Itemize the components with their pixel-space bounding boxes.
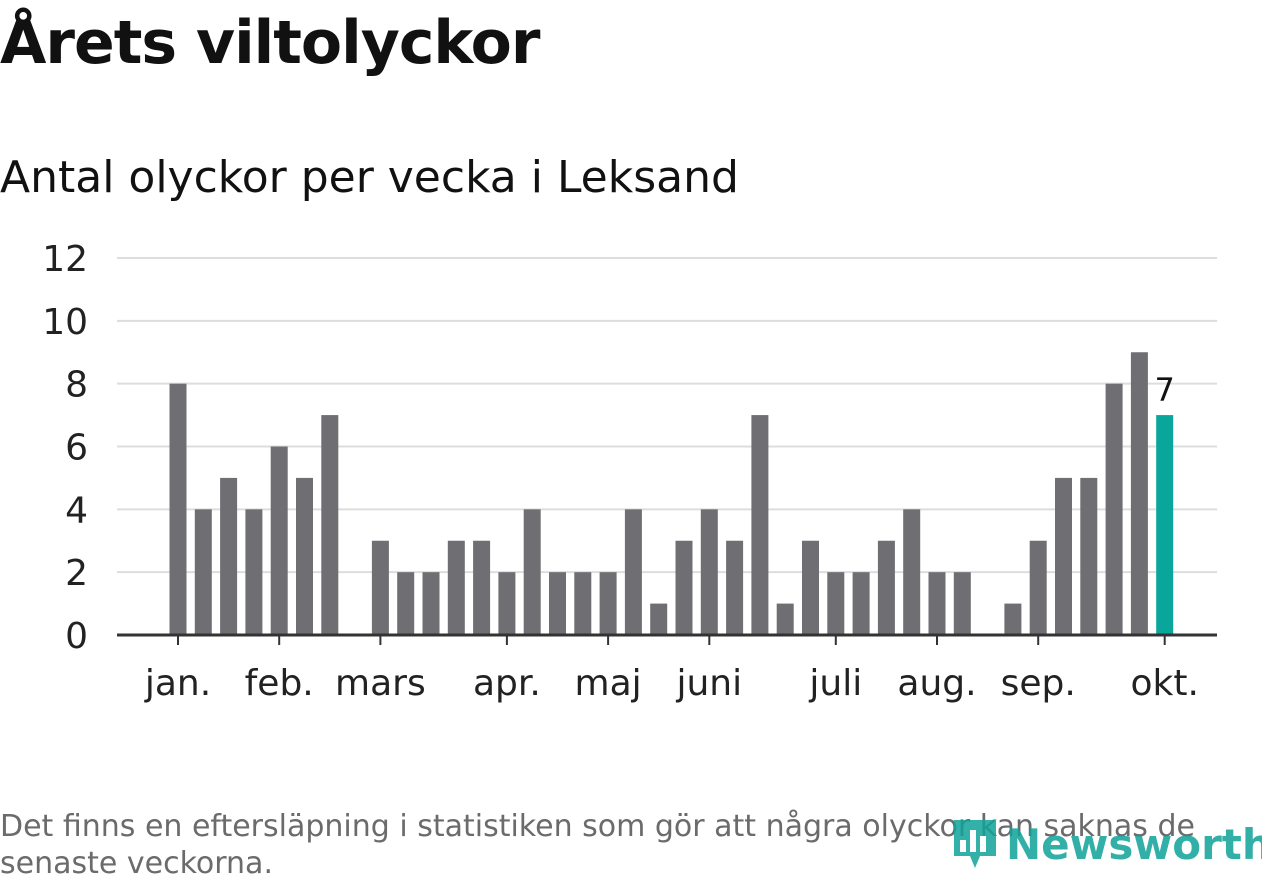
bar [726, 540, 744, 635]
bar [270, 446, 288, 635]
x-tick-label: juni [675, 663, 742, 704]
bar [599, 572, 617, 635]
x-tick-label: juli [808, 663, 862, 704]
y-tick-label: 10 [42, 302, 88, 343]
bar [802, 540, 819, 635]
y-tick-label: 8 [65, 365, 88, 406]
newsworthy-logo: Newsworthy [950, 814, 1262, 874]
x-tick-label: sep. [1001, 663, 1076, 704]
newsworthy-logo-text: Newsworthy [1006, 819, 1262, 869]
bar [245, 509, 263, 635]
bar [498, 572, 516, 635]
bar [776, 603, 794, 635]
bar [574, 572, 592, 635]
bar-highlight [1156, 415, 1174, 635]
bar [296, 477, 313, 635]
chart-subtitle: Antal olyckor per vecka i Leksand [0, 152, 739, 203]
bar [953, 572, 971, 635]
y-tick-label: 4 [65, 490, 88, 531]
y-tick-label: 6 [65, 428, 88, 469]
bar [220, 477, 238, 635]
x-axis-ticks: jan. feb. mars apr. maj juni juli aug. sep. okt. [144, 635, 1199, 704]
bar [321, 415, 339, 635]
bar [877, 540, 895, 635]
bar [194, 509, 212, 635]
bar [827, 572, 845, 635]
x-tick-label: maj [575, 663, 642, 704]
bars [169, 352, 1174, 635]
x-tick-label: feb. [245, 663, 314, 704]
bar [903, 509, 921, 635]
bar [1130, 352, 1148, 635]
y-axis-ticks: 0 2 4 6 8 10 12 [42, 239, 88, 657]
bar [1080, 477, 1098, 635]
chart-title: Årets viltolyckor [0, 8, 540, 78]
x-tick-label: jan. [144, 663, 211, 704]
bar [928, 572, 946, 635]
x-tick-label: mars [335, 663, 426, 704]
bar [751, 415, 769, 635]
bar [169, 383, 187, 635]
x-tick-label: okt. [1130, 663, 1198, 704]
x-tick-label: apr. [473, 663, 541, 704]
bar [675, 540, 693, 635]
bar [447, 540, 465, 635]
newsworthy-logo-icon [954, 820, 996, 868]
bar [1055, 477, 1072, 635]
bar [852, 572, 870, 635]
bar [549, 572, 566, 635]
bar [523, 509, 541, 635]
y-tick-label: 2 [65, 553, 88, 594]
bar-chart: 0 2 4 6 8 10 12 jan. feb. mars apr. maj juni juli aug… [42, 239, 1217, 704]
bar [650, 603, 668, 635]
y-tick-label: 0 [65, 616, 88, 657]
data-labels: 7 [1155, 371, 1175, 409]
bar [397, 572, 415, 635]
bar [371, 540, 389, 635]
x-tick-label: aug. [897, 663, 976, 704]
bar [700, 509, 718, 635]
bar [624, 509, 642, 635]
bar [1105, 383, 1123, 635]
data-label-latest: 7 [1155, 371, 1175, 409]
y-tick-label: 12 [42, 239, 88, 280]
bar [1029, 540, 1047, 635]
bar [422, 572, 440, 635]
bar [1004, 603, 1022, 635]
bar [473, 540, 491, 635]
